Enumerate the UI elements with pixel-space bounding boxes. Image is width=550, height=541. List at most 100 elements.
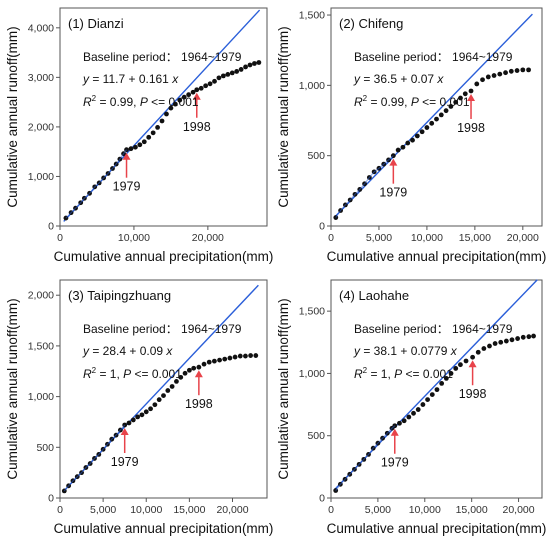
data-point <box>211 358 217 364</box>
data-point <box>198 85 204 91</box>
r-value: = 0.99, <box>367 95 411 109</box>
x-tick-label: 20,000 <box>507 232 539 244</box>
data-point <box>141 139 147 145</box>
y-axis-title: Cumulative annual runoff(mm) <box>276 298 291 479</box>
y-tick-label: 2,000 <box>28 290 54 302</box>
x-axis-title: Cumulative annual precipitation(mm) <box>327 521 547 536</box>
data-point <box>434 387 440 393</box>
data-point <box>526 334 532 340</box>
data-point <box>203 83 209 89</box>
x-tick-label: 0 <box>328 504 334 516</box>
p-symbol: P <box>411 95 419 109</box>
data-point <box>194 87 200 93</box>
data-point <box>405 140 411 146</box>
data-point <box>126 420 132 426</box>
p-value: <= 0.001 <box>402 367 453 381</box>
equation-x: x <box>165 344 173 358</box>
data-point <box>178 374 184 380</box>
data-point <box>159 118 165 124</box>
breakpoint-arrow-head <box>467 93 476 101</box>
data-point <box>520 334 526 340</box>
data-point <box>491 73 497 78</box>
data-point <box>448 371 454 376</box>
data-point <box>253 353 259 358</box>
equation-body: = 28.4 + 0.09 <box>89 344 166 358</box>
equation-y: y <box>353 344 361 358</box>
data-point <box>227 355 233 361</box>
data-point <box>438 112 444 118</box>
data-point <box>448 104 454 109</box>
baseline-segment <box>335 155 394 218</box>
y-tick-label: 1,000 <box>299 368 325 380</box>
data-point <box>191 365 197 371</box>
breakpoint-arrow-head <box>390 428 399 436</box>
p-symbol: P <box>394 367 402 381</box>
equation-y: y <box>82 72 90 86</box>
data-point <box>425 397 430 402</box>
y-tick-label: 1,000 <box>299 80 325 92</box>
data-point <box>520 67 526 73</box>
x-tick-label: 10,000 <box>118 232 150 244</box>
fit-statistics: R2 = 0.99, P <= 0.001 <box>354 94 470 109</box>
y-tick-label: 0 <box>319 221 325 233</box>
breakpoint-arrow-head <box>468 360 477 368</box>
data-point <box>406 414 412 420</box>
x-tick-label: 10,000 <box>409 504 441 516</box>
regression-equation: y = 36.5 + 0.07 x <box>353 72 444 86</box>
data-point <box>186 92 192 98</box>
x-axis-title: Cumulative annual precipitation(mm) <box>54 249 274 264</box>
data-point <box>462 91 468 97</box>
r-value: = 1, <box>96 367 123 381</box>
panel-title: (3) Taipingzhuang <box>68 288 171 303</box>
panel-title: (2) Chifeng <box>339 16 403 31</box>
data-point <box>165 388 171 393</box>
breakpoint-arrow-head <box>122 152 131 160</box>
y-tick-label: 500 <box>307 150 325 162</box>
p-symbol: P <box>140 95 148 109</box>
data-point <box>161 393 166 398</box>
baseline-segment <box>65 149 127 219</box>
fit-statistics: R2 = 1, P <= 0.001 <box>83 366 182 381</box>
data-point <box>169 384 175 389</box>
data-point <box>156 397 162 403</box>
breakpoint-label: 1998 <box>183 120 211 134</box>
r-symbol: R <box>354 367 363 381</box>
plot-frame <box>330 7 543 227</box>
y-tick-label: 4,000 <box>28 22 54 34</box>
y-tick-label: 1,500 <box>28 340 54 352</box>
equation-x: x <box>436 72 444 86</box>
data-point <box>217 357 222 363</box>
equation-x: x <box>171 72 179 86</box>
regression-line <box>333 13 533 219</box>
data-point <box>439 380 445 386</box>
data-point <box>434 116 439 122</box>
data-point <box>248 353 254 358</box>
baseline-period-text: Baseline period： 1964~1979 <box>83 50 242 64</box>
data-point <box>234 69 240 74</box>
plot-frame <box>330 279 543 499</box>
fit-statistics: R2 = 0.99, P <= 0.001 <box>83 94 199 109</box>
baseline-period-text: Baseline period： 1964~1979 <box>354 50 513 64</box>
data-point <box>216 75 222 81</box>
data-point <box>458 95 463 101</box>
plot-frame <box>59 7 268 227</box>
data-point <box>414 133 420 139</box>
equation-x: x <box>450 344 458 358</box>
data-point <box>207 81 213 87</box>
data-point <box>252 61 257 66</box>
data-point <box>497 71 503 77</box>
y-axis-title: Cumulative annual runoff(mm) <box>5 298 20 479</box>
data-point <box>222 356 228 362</box>
r-superscript: 2 <box>363 366 368 375</box>
breakpoint-label: 1979 <box>381 456 409 470</box>
data-point <box>168 105 174 111</box>
y-axis-title: Cumulative annual runoff(mm) <box>5 26 20 207</box>
data-point <box>190 89 196 95</box>
data-point <box>220 73 226 79</box>
panel-4: 0 5,000 10,000 15,000 20,000 0 500 1,000 1,500 Cu… <box>276 279 547 536</box>
data-point <box>225 71 231 77</box>
y-tick-label: 500 <box>36 442 54 454</box>
data-point <box>443 108 449 114</box>
data-point <box>420 402 426 407</box>
